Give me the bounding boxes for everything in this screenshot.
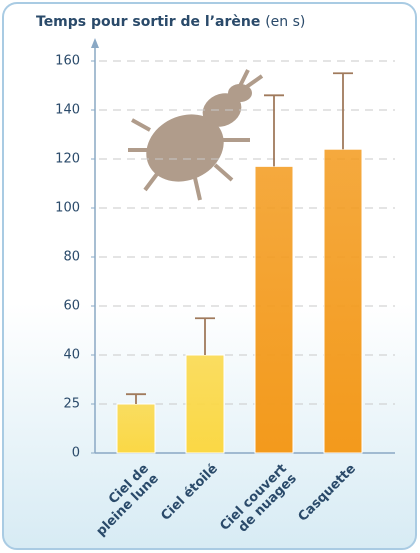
y-tick-label: 0 [72,446,80,461]
error-bar [195,317,215,355]
unit-text: (en s) [265,14,305,30]
frame [2,2,417,550]
bar [116,403,156,454]
bar [185,354,225,454]
chart-title: Temps pour sortir de l’arène (en s) [36,14,305,30]
y-axis-arrow [91,38,99,48]
y-tick-label: 40 [63,348,80,363]
y-tick-label: 100 [55,201,80,216]
y-tick-label: 120 [55,152,80,167]
y-tick-label: 25 [63,397,80,412]
y-tick-label: 80 [63,250,80,265]
bar [254,165,294,454]
y-tick-label: 140 [55,103,80,118]
y-tick-label: 160 [55,54,80,69]
error-bar [264,94,284,167]
title-text: Temps pour sortir de l’arène [36,14,260,30]
bar [323,148,363,454]
y-tick-label: 60 [63,299,80,314]
beetle [128,69,264,201]
error-bar [333,72,353,150]
error-bar [126,393,146,404]
